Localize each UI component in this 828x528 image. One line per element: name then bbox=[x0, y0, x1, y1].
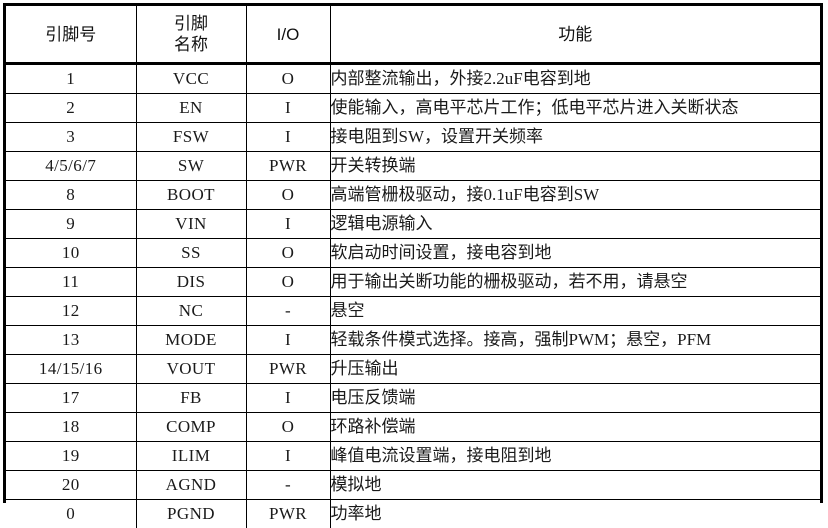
cell-pin-number: 8 bbox=[6, 181, 136, 210]
cell-io: I bbox=[246, 326, 330, 355]
cell-io: O bbox=[246, 268, 330, 297]
cell-function: 开关转换端 bbox=[330, 152, 820, 181]
cell-pin-name: EN bbox=[136, 94, 246, 123]
cell-function: 轻载条件模式选择。接高，强制PWM；悬空，PFM bbox=[330, 326, 820, 355]
cell-pin-name: BOOT bbox=[136, 181, 246, 210]
cell-io: I bbox=[246, 94, 330, 123]
cell-function: 使能输入，高电平芯片工作；低电平芯片进入关断状态 bbox=[330, 94, 820, 123]
cell-function: 内部整流输出，外接2.2uF电容到地 bbox=[330, 64, 820, 94]
cell-pin-number: 0 bbox=[6, 500, 136, 528]
cell-io: I bbox=[246, 442, 330, 471]
cell-pin-name: VCC bbox=[136, 64, 246, 94]
cell-io: PWR bbox=[246, 355, 330, 384]
cell-io: O bbox=[246, 413, 330, 442]
table-header: 引脚号 引脚 名称 I/O 功能 bbox=[6, 6, 820, 64]
column-header-function: 功能 bbox=[330, 6, 820, 64]
cell-pin-number: 9 bbox=[6, 210, 136, 239]
cell-io: PWR bbox=[246, 152, 330, 181]
column-header-pin-name-line2: 名称 bbox=[137, 34, 246, 55]
cell-pin-name: VOUT bbox=[136, 355, 246, 384]
header-row: 引脚号 引脚 名称 I/O 功能 bbox=[6, 6, 820, 64]
cell-io: - bbox=[246, 471, 330, 500]
cell-function: 环路补偿端 bbox=[330, 413, 820, 442]
cell-pin-number: 1 bbox=[6, 64, 136, 94]
column-header-pin-number: 引脚号 bbox=[6, 6, 136, 64]
cell-pin-number: 14/15/16 bbox=[6, 355, 136, 384]
cell-io: O bbox=[246, 239, 330, 268]
column-header-pin-name: 引脚 名称 bbox=[136, 6, 246, 64]
cell-pin-number: 3 bbox=[6, 123, 136, 152]
cell-io: - bbox=[246, 297, 330, 326]
cell-pin-name: AGND bbox=[136, 471, 246, 500]
cell-function: 升压输出 bbox=[330, 355, 820, 384]
cell-function: 功率地 bbox=[330, 500, 820, 528]
cell-pin-name: FSW bbox=[136, 123, 246, 152]
cell-pin-name: COMP bbox=[136, 413, 246, 442]
cell-function: 软启动时间设置，接电容到地 bbox=[330, 239, 820, 268]
cell-function: 接电阻到SW，设置开关频率 bbox=[330, 123, 820, 152]
cell-pin-number: 20 bbox=[6, 471, 136, 500]
cell-function: 模拟地 bbox=[330, 471, 820, 500]
cell-function: 峰值电流设置端，接电阻到地 bbox=[330, 442, 820, 471]
cell-function: 用于输出关断功能的栅极驱动，若不用，请悬空 bbox=[330, 268, 820, 297]
cell-pin-number: 10 bbox=[6, 239, 136, 268]
cell-io: O bbox=[246, 64, 330, 94]
cell-pin-name: MODE bbox=[136, 326, 246, 355]
cell-pin-number: 19 bbox=[6, 442, 136, 471]
cell-pin-number: 2 bbox=[6, 94, 136, 123]
cell-pin-name: FB bbox=[136, 384, 246, 413]
column-header-pin-name-stack: 引脚 名称 bbox=[137, 13, 246, 55]
cell-pin-name: PGND bbox=[136, 500, 246, 528]
cell-io: PWR bbox=[246, 500, 330, 528]
cell-function: 高端管栅极驱动，接0.1uF电容到SW bbox=[330, 181, 820, 210]
cell-pin-name: VIN bbox=[136, 210, 246, 239]
cell-io: I bbox=[246, 210, 330, 239]
cell-pin-number: 4/5/6/7 bbox=[6, 152, 136, 181]
cell-function: 逻辑电源输入 bbox=[330, 210, 820, 239]
cell-io: I bbox=[246, 384, 330, 413]
cell-pin-number: 18 bbox=[6, 413, 136, 442]
column-header-io: I/O bbox=[246, 6, 330, 64]
cell-function: 悬空 bbox=[330, 297, 820, 326]
cell-pin-number: 13 bbox=[6, 326, 136, 355]
cell-pin-name: SS bbox=[136, 239, 246, 268]
cell-io: O bbox=[246, 181, 330, 210]
cell-pin-number: 17 bbox=[6, 384, 136, 413]
cell-pin-name: SW bbox=[136, 152, 246, 181]
cell-pin-number: 12 bbox=[6, 297, 136, 326]
cell-io: I bbox=[246, 123, 330, 152]
cell-pin-name: NC bbox=[136, 297, 246, 326]
cell-pin-name: ILIM bbox=[136, 442, 246, 471]
cell-pin-number: 11 bbox=[6, 268, 136, 297]
column-header-pin-name-line1: 引脚 bbox=[174, 14, 208, 33]
cell-pin-name: DIS bbox=[136, 268, 246, 297]
cell-function: 电压反馈端 bbox=[330, 384, 820, 413]
